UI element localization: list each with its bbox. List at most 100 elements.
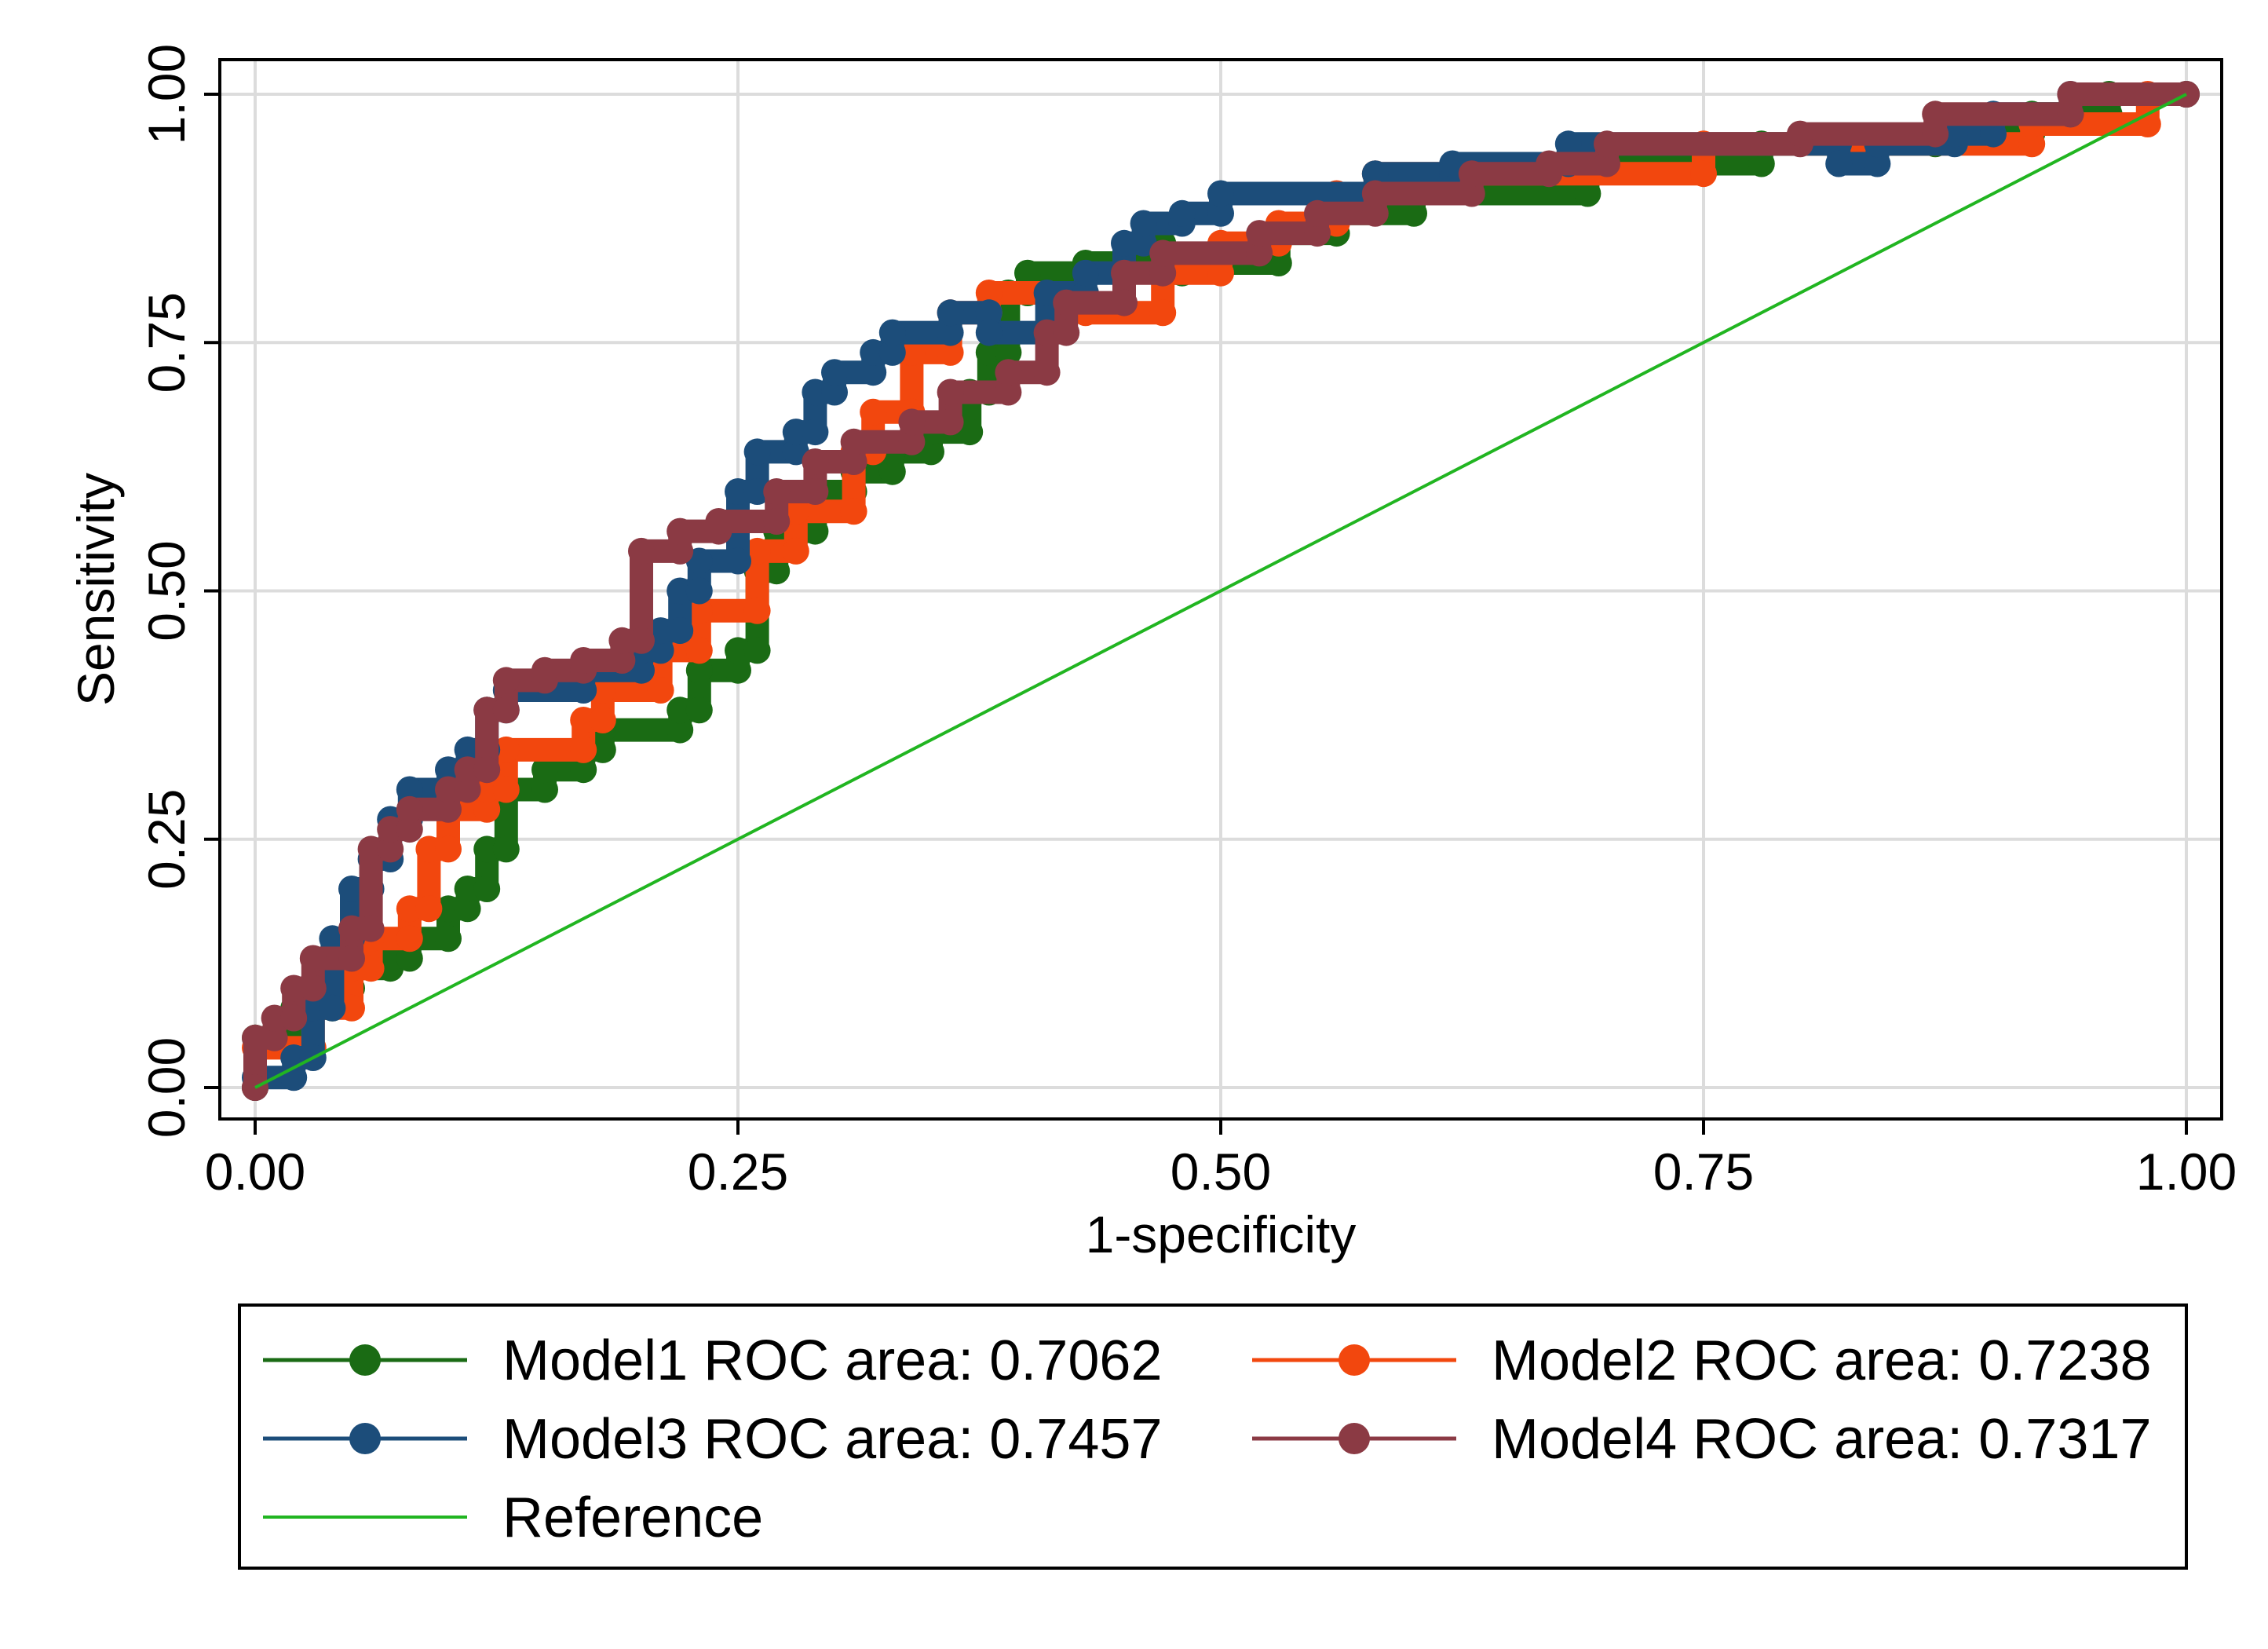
- data-point: [705, 508, 732, 535]
- data-point: [975, 319, 1003, 346]
- data-point: [435, 776, 462, 803]
- data-point: [1304, 220, 1331, 247]
- data-point: [570, 707, 597, 733]
- data-point: [589, 736, 616, 763]
- data-point: [1207, 199, 1234, 227]
- data-point: [743, 637, 771, 664]
- data-point: [743, 438, 771, 466]
- series-layer: [242, 81, 2200, 1101]
- data-point: [937, 378, 964, 406]
- data-point: [937, 299, 964, 327]
- data-point: [840, 428, 867, 455]
- legend-marker: [1339, 1344, 1370, 1376]
- data-point: [1787, 120, 1813, 148]
- data-point: [1111, 229, 1138, 257]
- data-point: [1304, 199, 1331, 227]
- data-point: [570, 736, 597, 763]
- data-point: [261, 1004, 288, 1032]
- data-point: [1111, 259, 1138, 287]
- data-point: [396, 895, 423, 923]
- data-point: [1401, 199, 1427, 227]
- data-point: [435, 925, 462, 952]
- data-point: [492, 697, 520, 724]
- data-point: [995, 359, 1022, 386]
- data-point: [492, 667, 520, 694]
- data-point: [454, 756, 481, 784]
- data-point: [473, 756, 501, 784]
- data-point: [2057, 81, 2084, 108]
- data-point: [1536, 150, 1563, 177]
- data-point: [1361, 180, 1389, 207]
- data-point: [763, 478, 791, 505]
- data-point: [1594, 150, 1620, 177]
- x-tick-label: 0.25: [688, 1143, 788, 1201]
- data-point: [743, 478, 771, 505]
- data-point: [531, 756, 558, 784]
- data-point: [2018, 130, 2046, 158]
- data-point: [1072, 259, 1099, 287]
- legend-marker: [1339, 1423, 1370, 1454]
- data-point: [608, 627, 636, 654]
- legend-label: Reference: [502, 1486, 763, 1549]
- y-tick-label: 1.00: [137, 44, 195, 144]
- data-point: [898, 428, 926, 455]
- data-point: [667, 577, 694, 605]
- data-point: [396, 795, 423, 823]
- data-point: [1980, 120, 2007, 148]
- data-point: [802, 517, 829, 545]
- data-point: [628, 537, 655, 565]
- data-point: [898, 408, 926, 436]
- x-tick-label: 1.00: [2136, 1143, 2237, 1201]
- data-point: [531, 776, 558, 803]
- data-point: [1922, 120, 1949, 148]
- series-markers-model3: [242, 81, 2200, 1101]
- data-point: [628, 627, 655, 654]
- data-point: [937, 338, 964, 366]
- x-axis-title: 1-specificity: [1086, 1205, 1357, 1263]
- reference-line: [254, 93, 2187, 1089]
- data-point: [415, 895, 443, 923]
- data-point: [1361, 160, 1389, 188]
- data-point: [685, 597, 713, 624]
- data-point: [338, 876, 365, 902]
- data-point: [1458, 180, 1485, 207]
- data-point: [1246, 239, 1273, 267]
- data-point: [667, 697, 694, 724]
- data-point: [1033, 359, 1061, 386]
- data-point: [898, 338, 926, 366]
- data-point: [763, 558, 791, 585]
- data-point: [878, 319, 906, 346]
- data-point: [647, 677, 674, 704]
- legend-box: [238, 1303, 2188, 1570]
- data-point: [435, 835, 462, 863]
- data-point: [299, 945, 327, 972]
- data-point: [1690, 160, 1717, 188]
- data-point: [667, 537, 694, 565]
- data-point: [1053, 289, 1080, 316]
- data-point: [357, 915, 385, 942]
- data-point: [1941, 120, 1968, 148]
- data-point: [319, 994, 346, 1022]
- data-point: [473, 795, 501, 823]
- data-point: [396, 925, 423, 952]
- data-point: [860, 338, 887, 366]
- data-point: [280, 974, 308, 1002]
- data-point: [570, 756, 597, 784]
- data-point: [608, 647, 636, 674]
- data-point: [396, 816, 423, 843]
- data-point: [1149, 259, 1177, 287]
- data-point: [454, 776, 481, 803]
- data-point: [840, 498, 867, 525]
- legend-label: Model4 ROC area: 0.7317: [1492, 1408, 2151, 1471]
- data-point: [492, 736, 520, 763]
- data-point: [396, 776, 423, 803]
- data-point: [667, 517, 694, 545]
- data-point: [280, 1004, 308, 1032]
- data-point: [589, 707, 616, 733]
- data-point: [1922, 101, 1949, 128]
- data-point: [937, 319, 964, 346]
- data-point: [492, 835, 520, 863]
- data-point: [435, 756, 462, 784]
- data-point: [975, 299, 1003, 327]
